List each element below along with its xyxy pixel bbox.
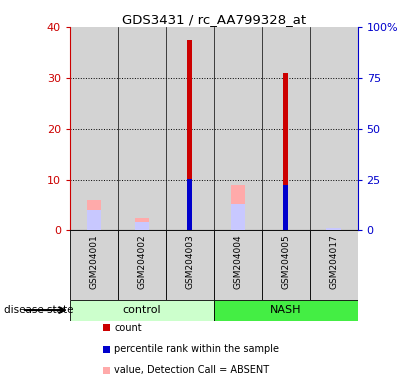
Bar — [118, 27, 166, 230]
Text: value, Detection Call = ABSENT: value, Detection Call = ABSENT — [114, 365, 269, 375]
Bar — [262, 230, 309, 300]
Bar — [214, 230, 262, 300]
Bar — [231, 185, 245, 230]
Text: GSM204004: GSM204004 — [233, 234, 242, 289]
Text: NASH: NASH — [270, 305, 301, 315]
Title: GDS3431 / rc_AA799328_at: GDS3431 / rc_AA799328_at — [122, 13, 306, 26]
Bar — [214, 27, 262, 230]
Bar — [70, 27, 118, 230]
Text: GSM204001: GSM204001 — [89, 234, 98, 289]
Bar — [87, 210, 101, 230]
Bar — [70, 230, 118, 300]
Text: GSM204005: GSM204005 — [281, 234, 290, 289]
Bar — [118, 230, 166, 300]
Bar — [166, 27, 214, 230]
Bar — [187, 179, 192, 230]
Bar — [166, 230, 214, 300]
Bar — [283, 185, 288, 230]
Bar — [283, 73, 288, 230]
Bar — [70, 300, 214, 321]
Bar — [87, 200, 101, 230]
Text: count: count — [114, 323, 142, 333]
Bar — [309, 230, 358, 300]
Bar — [231, 204, 245, 230]
Text: control: control — [122, 305, 161, 315]
Text: GSM204003: GSM204003 — [185, 234, 194, 289]
Text: GSM204017: GSM204017 — [329, 234, 338, 289]
Bar — [262, 27, 309, 230]
Bar — [214, 300, 358, 321]
Text: percentile rank within the sample: percentile rank within the sample — [114, 344, 279, 354]
Bar — [309, 27, 358, 230]
Bar — [135, 222, 149, 230]
Bar — [326, 228, 341, 230]
Text: disease state: disease state — [4, 305, 74, 315]
Bar — [187, 40, 192, 230]
Bar — [135, 218, 149, 230]
Text: GSM204002: GSM204002 — [137, 234, 146, 289]
